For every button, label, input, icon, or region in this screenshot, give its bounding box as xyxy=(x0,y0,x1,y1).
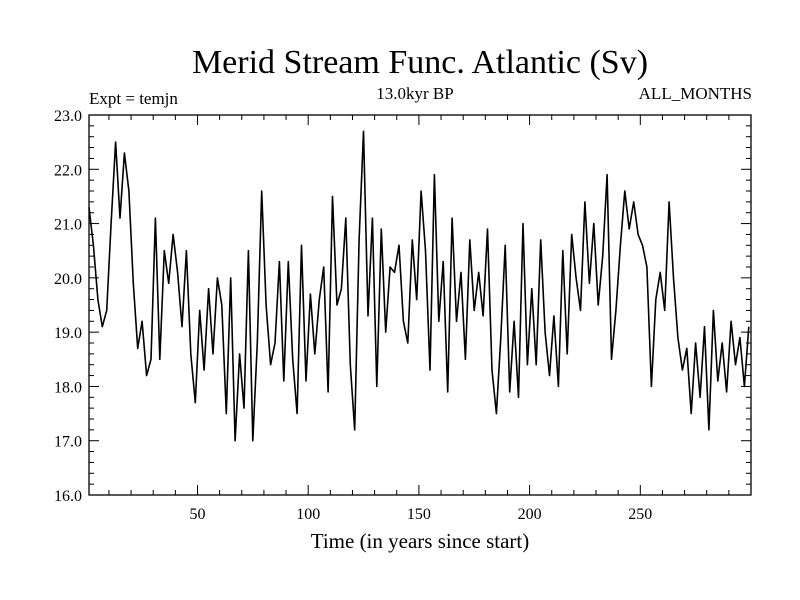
x-tick-label: 50 xyxy=(189,506,205,523)
y-tick-label: 23.0 xyxy=(54,108,82,125)
y-tick-label: 22.0 xyxy=(54,162,82,179)
y-tick-label: 21.0 xyxy=(54,217,82,234)
x-tick-label: 200 xyxy=(518,506,542,523)
chart-title: Merid Stream Func. Atlantic (Sv) xyxy=(192,44,648,81)
experiment-label: Expt = temjn xyxy=(89,89,178,108)
period-label: 13.0kyr BP xyxy=(376,84,453,103)
y-tick-label: 16.0 xyxy=(54,488,82,505)
y-tick-label: 19.0 xyxy=(54,325,82,342)
x-tick-label: 250 xyxy=(628,506,652,523)
months-label: ALL_MONTHS xyxy=(639,84,752,103)
plot-frame xyxy=(88,114,752,496)
x-tick-label: 150 xyxy=(407,506,431,523)
series-line xyxy=(88,130,750,442)
x-axis-label: Time (in years since start) xyxy=(311,529,530,553)
y-tick-label: 18.0 xyxy=(54,379,82,396)
y-tick-label: 17.0 xyxy=(54,434,82,451)
x-tick-label: 100 xyxy=(296,506,320,523)
x-axis: 50 100 150 200 250 xyxy=(108,115,752,523)
y-tick-label: 20.0 xyxy=(54,271,82,288)
